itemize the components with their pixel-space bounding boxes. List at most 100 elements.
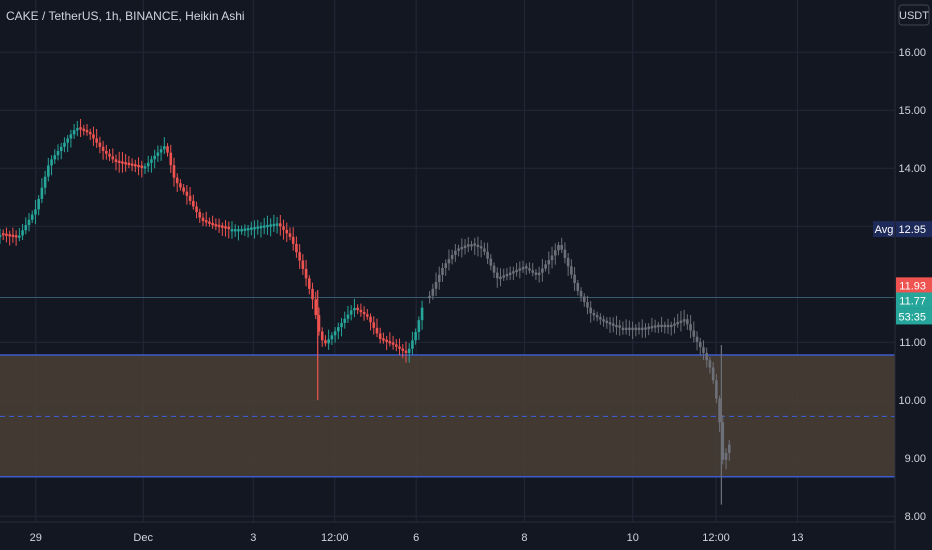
candle-body [59, 146, 63, 152]
candle-body [246, 228, 250, 231]
candle [34, 199, 37, 225]
candle [295, 236, 298, 258]
candle [18, 228, 21, 242]
y-tick-label: 9.00 [905, 453, 926, 465]
projection-candle [441, 263, 444, 282]
candle [163, 137, 166, 155]
candle [79, 119, 82, 137]
candle-body [262, 225, 266, 228]
candle-body [143, 166, 147, 169]
candle-body [489, 258, 493, 266]
candle-body [266, 224, 269, 228]
candle [311, 282, 314, 310]
candle-body [628, 327, 631, 331]
candle [156, 145, 160, 162]
candle [198, 208, 202, 223]
projection-candle [437, 266, 441, 290]
projection-candle [434, 272, 438, 297]
candle [343, 311, 347, 329]
currency-button[interactable]: USDT [898, 4, 930, 26]
candle-body [679, 320, 683, 323]
candle-body [434, 281, 438, 289]
candle [240, 225, 243, 235]
candle [30, 210, 34, 224]
candle-body [634, 327, 638, 331]
candle-body [595, 315, 599, 318]
candle-body [18, 235, 21, 238]
projection-candle [566, 253, 570, 276]
projection-candle [553, 243, 557, 265]
candle-body [163, 146, 166, 150]
candle-body [188, 195, 192, 201]
x-tick-label: 29 [30, 532, 42, 544]
candle [233, 224, 237, 237]
candle-body [195, 206, 198, 213]
candle-body [324, 340, 327, 344]
projection-candle [534, 268, 538, 280]
candle [143, 163, 147, 174]
candle-body [718, 398, 721, 423]
candle [188, 187, 192, 205]
candle [417, 316, 421, 340]
candle-body [375, 327, 379, 334]
projection-candle [457, 244, 460, 257]
candle-body [201, 217, 205, 222]
candle-body [476, 244, 480, 248]
candle-body [85, 129, 89, 133]
candle-body [14, 235, 18, 238]
candle-body [66, 138, 69, 143]
candle-body [337, 327, 340, 332]
candle [253, 220, 256, 239]
candle [117, 151, 121, 173]
candle-body [531, 270, 535, 273]
candle [282, 219, 285, 240]
candles [0, 119, 731, 505]
projection-candle [621, 321, 625, 335]
projection-candle [595, 311, 599, 322]
candle-body [711, 367, 715, 381]
candle [185, 184, 189, 205]
candle-body [256, 226, 260, 229]
candle [111, 148, 115, 164]
projection-candle [724, 448, 728, 470]
projection-candle [592, 309, 596, 321]
candle-body [224, 226, 227, 229]
projection-candle [637, 321, 641, 335]
candle [275, 216, 279, 234]
candle-body [721, 422, 725, 460]
candle-body [156, 152, 160, 156]
x-tick-label: 8 [521, 532, 527, 544]
candle [291, 227, 295, 251]
candle-body [463, 245, 467, 249]
red-price-badge-text: 11.93 [899, 280, 926, 292]
candle-body [388, 341, 392, 344]
candle [108, 149, 111, 162]
projection-candle [512, 266, 515, 281]
candle-body [420, 307, 424, 321]
projection-candle [644, 323, 647, 338]
projection-candle [489, 254, 493, 271]
avg-price-badge-bg [896, 221, 932, 238]
candle-body [653, 325, 657, 328]
candle-body [308, 278, 311, 289]
candle-body [53, 155, 57, 160]
avg-label-tag: Avg [873, 221, 895, 238]
projection-candle [479, 240, 483, 258]
candle-body [582, 296, 586, 303]
candle [166, 143, 169, 157]
candle [8, 230, 11, 246]
candle-body [479, 246, 483, 249]
candle-body [233, 229, 237, 232]
candle-body [211, 222, 214, 226]
candle [414, 328, 417, 345]
candle [137, 157, 140, 176]
y-tick-label: 15.00 [898, 105, 926, 117]
candle [21, 223, 24, 241]
candle [175, 173, 179, 192]
candle [285, 222, 289, 243]
candle-body [708, 360, 712, 368]
projection-candle [476, 236, 480, 257]
candle [246, 224, 250, 238]
candle-body [660, 324, 663, 328]
